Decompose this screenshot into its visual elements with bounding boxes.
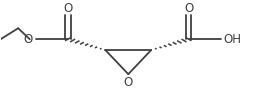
Text: O: O xyxy=(63,2,72,15)
Text: O: O xyxy=(23,33,32,46)
Text: O: O xyxy=(124,76,133,89)
Text: OH: OH xyxy=(224,33,242,46)
Text: O: O xyxy=(184,2,193,15)
